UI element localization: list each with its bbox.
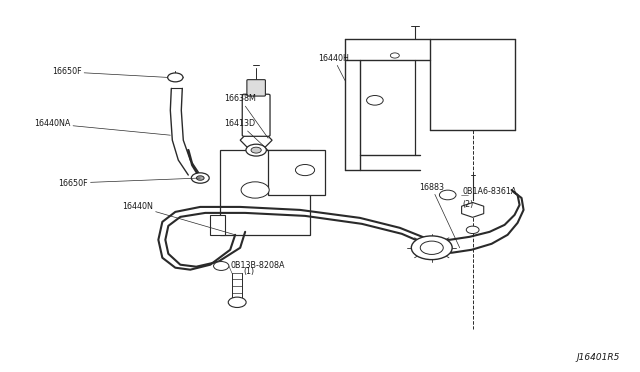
Circle shape [412,236,452,260]
FancyBboxPatch shape [247,80,266,96]
Bar [268,150,325,195]
Circle shape [191,173,209,183]
Text: 16440H: 16440H [318,54,349,80]
Circle shape [467,226,479,234]
Text: 16650F: 16650F [52,67,168,77]
Text: 16638M: 16638M [224,94,268,138]
Circle shape [251,147,261,153]
Circle shape [196,176,204,180]
Circle shape [296,164,315,176]
Circle shape [367,96,383,105]
Text: 0B1A6-8361A: 0B1A6-8361A [463,187,517,196]
Text: 16650F: 16650F [58,178,200,187]
Text: J16401R5: J16401R5 [577,353,620,362]
Text: 16440NA: 16440NA [34,119,170,135]
Circle shape [168,73,183,82]
Text: 16883: 16883 [419,183,460,248]
Circle shape [246,144,266,156]
Bar [220,150,310,235]
Text: B: B [446,192,449,198]
Text: 16413D: 16413D [224,119,268,150]
Circle shape [241,182,269,198]
Text: 16440N: 16440N [122,202,235,235]
Text: B: B [220,263,223,269]
FancyBboxPatch shape [243,94,270,136]
Circle shape [420,241,444,254]
Text: (2): (2) [463,201,474,209]
Circle shape [390,53,399,58]
Text: (1): (1) [244,267,255,276]
Circle shape [228,297,246,308]
Bar [210,215,225,235]
Circle shape [214,262,229,270]
Circle shape [440,190,456,200]
Text: 0B13B-8208A: 0B13B-8208A [231,261,285,270]
